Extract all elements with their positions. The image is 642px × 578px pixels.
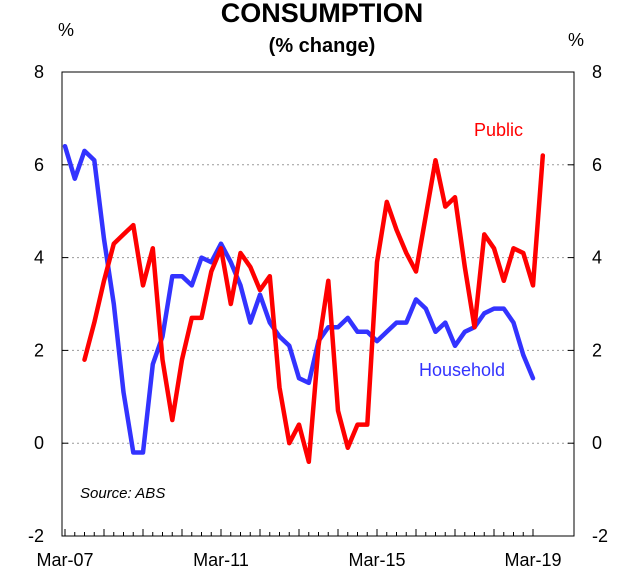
y-tick-label-right: 8 (592, 62, 602, 82)
y-tick-label-right: 0 (592, 433, 602, 453)
left-axis-unit: % (58, 20, 74, 40)
series-line-public (82, 153, 546, 465)
gridlines (62, 164, 574, 444)
y-tick-label-right: 6 (592, 155, 602, 175)
y-tick-label-left: 2 (34, 340, 44, 360)
y-tick-label-right: -2 (592, 526, 608, 546)
y-tick-label-left: -2 (28, 526, 44, 546)
x-axis-labels: Mar-07 Mar-11 Mar-15 Mar-19 (36, 550, 561, 570)
x-tick-label: Mar-11 (193, 550, 249, 570)
series-line-household (62, 143, 536, 455)
x-tick-label: Mar-07 (36, 550, 93, 570)
household-series-label: Household (419, 360, 505, 380)
y-tick-label-right: 2 (592, 340, 602, 360)
chart-subtitle: (% change) (269, 35, 376, 57)
y-tick-label-left: 4 (34, 248, 44, 268)
x-axis-ticks (64, 529, 534, 536)
public-series-label: Public (474, 120, 523, 140)
y-tick-label-left: 8 (34, 62, 44, 82)
series-lines (62, 143, 546, 465)
x-tick-label: Mar-19 (504, 550, 561, 570)
right-axis-unit: % (568, 30, 584, 50)
chart-title: CONSUMPTION (221, 0, 424, 28)
y-axis-labels: -2 -2 0 0 2 2 4 4 6 6 8 8 (28, 62, 608, 546)
source-note: Source: ABS (80, 485, 165, 502)
y-tick-label-right: 4 (592, 248, 602, 268)
plot-frame (61, 71, 575, 537)
y-tick-label-left: 0 (34, 433, 44, 453)
x-tick-label: Mar-15 (348, 550, 405, 570)
y-tick-label-left: 6 (34, 155, 44, 175)
